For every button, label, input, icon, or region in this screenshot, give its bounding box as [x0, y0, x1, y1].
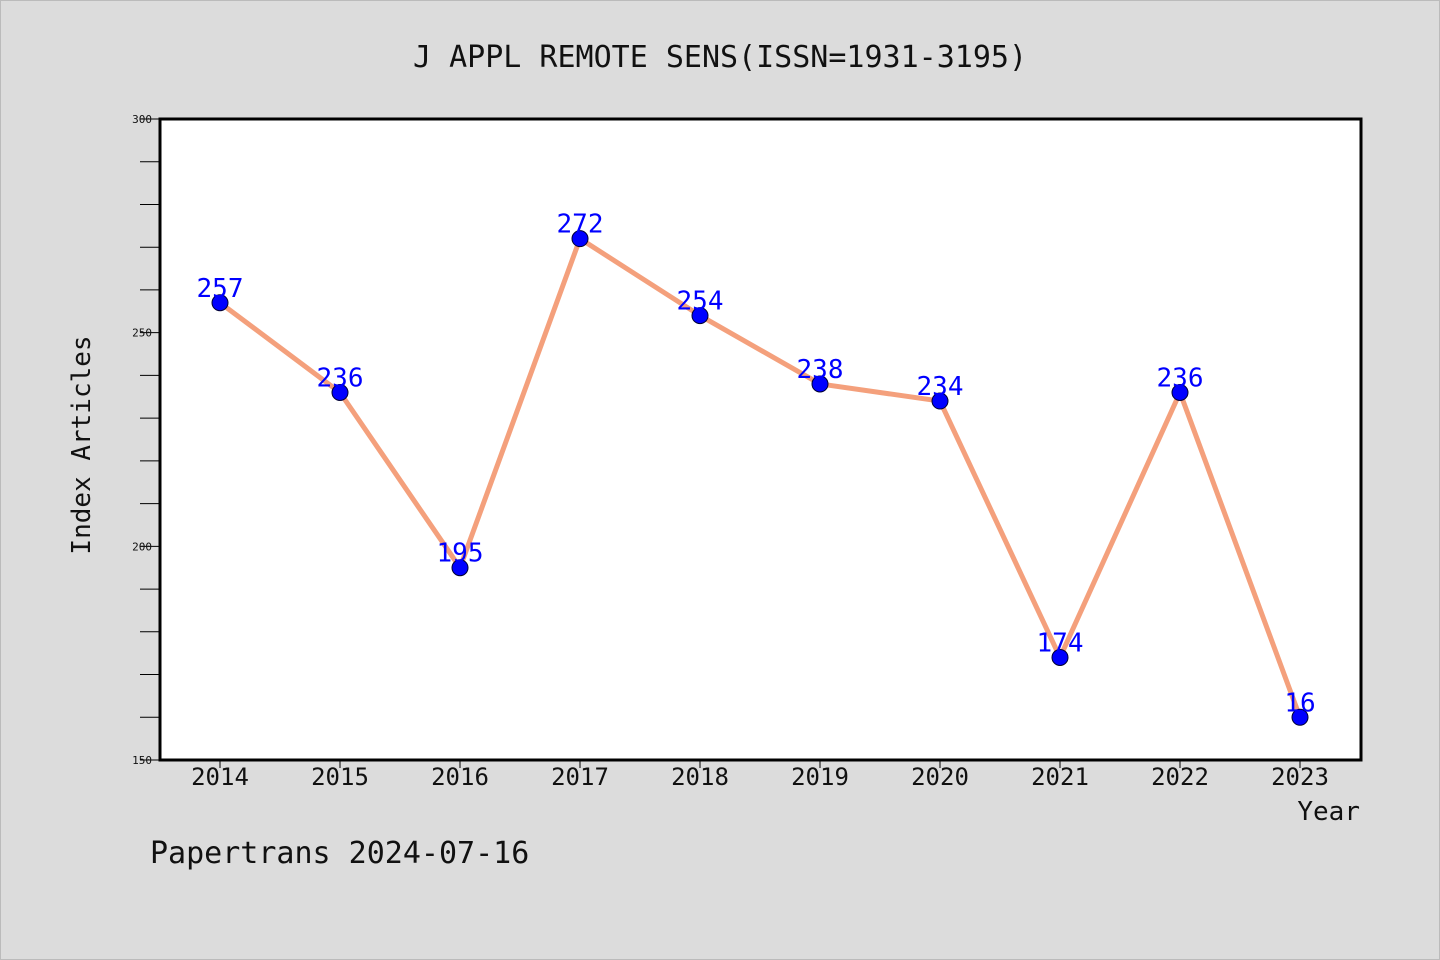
x-tick-label: 2014	[191, 763, 249, 791]
data-labels: 257 236 195 272 254 238 234 174 236 16	[197, 210, 1316, 719]
x-axis: 2014 2015 2016 2017 2018 2019 2020 2021 2022 2023	[191, 760, 1329, 791]
data-label: 174	[1037, 628, 1084, 658]
x-tick-label: 2016	[431, 763, 489, 791]
data-point	[211, 294, 229, 312]
data-label: 272	[557, 210, 604, 240]
y-tick-label: 300	[132, 113, 152, 126]
data-label: 254	[677, 287, 724, 317]
x-tick-label: 2019	[791, 763, 849, 791]
data-point	[1051, 648, 1069, 666]
x-tick-label: 2018	[671, 763, 729, 791]
data-label: 236	[1157, 363, 1204, 393]
data-label: 16	[1284, 688, 1315, 718]
data-label: 234	[917, 372, 964, 402]
data-label: 257	[197, 274, 244, 304]
data-label: 236	[317, 363, 364, 393]
x-tick-label: 2017	[551, 763, 609, 791]
y-tick-label: 200	[132, 540, 152, 553]
series-line-group	[211, 230, 1309, 726]
series-line	[218, 236, 1303, 719]
plot-area	[158, 117, 1363, 762]
data-label: 238	[797, 355, 844, 385]
data-point	[451, 559, 469, 577]
data-point	[331, 383, 349, 401]
data-point	[1171, 383, 1189, 401]
data-point	[811, 375, 829, 393]
data-point	[931, 392, 949, 410]
data-point	[571, 230, 589, 248]
chart-title: J APPL REMOTE SENS(ISSN=1931-3195)	[413, 40, 1027, 75]
footer-text: Papertrans 2024-07-16	[150, 836, 529, 871]
x-tick-label: 2021	[1031, 763, 1089, 791]
x-tick-label: 2023	[1271, 763, 1329, 791]
data-label: 195	[437, 539, 484, 569]
y-axis: 150 200 250 300	[132, 113, 160, 767]
data-point	[1291, 708, 1309, 726]
x-tick-label: 2015	[311, 763, 369, 791]
data-point	[691, 307, 709, 325]
x-tick-label: 2020	[911, 763, 969, 791]
x-axis-label: Year	[1297, 797, 1360, 827]
y-tick-label: 150	[132, 754, 152, 767]
y-tick-label: 250	[132, 327, 152, 340]
x-tick-label: 2022	[1151, 763, 1209, 791]
y-axis-label: Index Articles	[67, 335, 97, 554]
